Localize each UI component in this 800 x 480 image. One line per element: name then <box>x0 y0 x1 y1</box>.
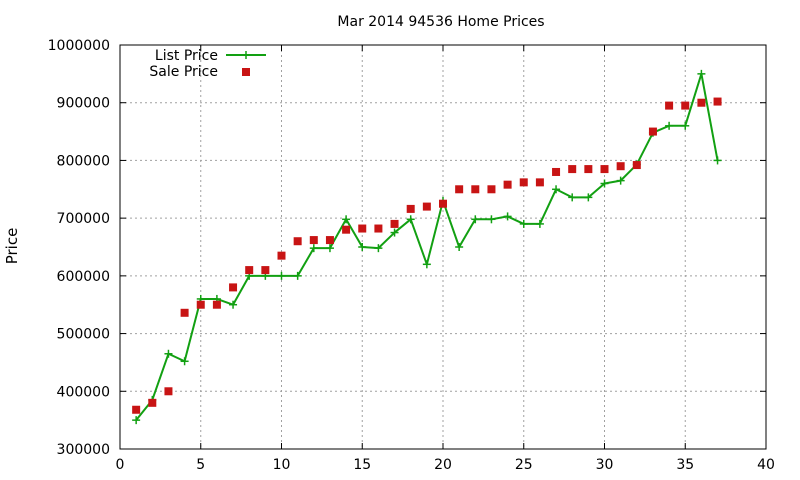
data-point <box>148 398 157 407</box>
data-point <box>277 271 286 280</box>
legend-label-sale-price: Sale Price <box>149 64 218 80</box>
y-tick-label: 900000 <box>57 96 110 112</box>
data-point <box>648 127 657 136</box>
data-point <box>552 185 561 194</box>
data-point <box>245 266 254 275</box>
series-list-price <box>132 69 722 425</box>
data-point <box>697 69 706 78</box>
data-point <box>697 98 706 107</box>
data-point <box>196 300 205 309</box>
data-point <box>681 101 690 110</box>
x-tick-label: 0 <box>116 457 125 473</box>
data-point <box>164 349 173 358</box>
data-point <box>665 101 674 110</box>
y-tick-label: 300000 <box>57 442 110 458</box>
data-point <box>439 199 447 208</box>
data-point <box>487 185 496 194</box>
legend-label-list-price: List Price <box>155 48 218 64</box>
data-point <box>132 416 141 425</box>
data-point <box>584 193 593 202</box>
data-point <box>535 219 544 228</box>
data-point <box>455 185 464 194</box>
data-point <box>342 215 351 224</box>
data-point <box>422 260 431 269</box>
axes: 0 5 10 15 20 25 30 35 40 300000 400000 500000 600000… <box>48 38 775 473</box>
chart-title: Mar 2014 94536 Home Prices <box>337 14 544 30</box>
x-tick-label: 30 <box>596 457 614 473</box>
data-point <box>568 165 577 174</box>
x-tick-label: 15 <box>353 457 371 473</box>
data-point <box>180 308 189 317</box>
x-tick-label: 20 <box>434 457 452 473</box>
data-point <box>212 300 221 309</box>
legend: List Price Sale Price <box>149 48 266 80</box>
data-point <box>374 224 383 233</box>
series-line-list-price <box>135 72 719 421</box>
data-point <box>229 300 238 309</box>
legend-marker-list-price <box>242 51 250 59</box>
data-point <box>713 97 722 106</box>
legend-sample-list-price <box>226 51 266 59</box>
data-point <box>471 185 480 194</box>
data-point <box>471 215 480 224</box>
data-point <box>358 224 367 233</box>
x-tick-label: 35 <box>676 457 694 473</box>
data-point <box>229 283 238 292</box>
data-point <box>261 266 270 275</box>
data-point <box>164 387 173 396</box>
data-point <box>422 202 431 211</box>
y-axis-label: Price <box>3 228 21 265</box>
data-point <box>681 121 690 130</box>
data-point <box>632 161 641 170</box>
x-tick-label: 10 <box>273 457 291 473</box>
x-tick-label: 25 <box>515 457 533 473</box>
y-tick-label: 600000 <box>57 269 110 285</box>
x-tick-label: 5 <box>196 457 205 473</box>
data-point <box>390 228 399 237</box>
grid <box>120 45 766 449</box>
data-point <box>358 243 367 251</box>
data-point <box>132 405 141 414</box>
data-point <box>584 165 593 174</box>
legend-marker-sale-price <box>242 68 250 76</box>
data-point <box>406 215 415 224</box>
data-point <box>309 236 318 245</box>
data-point <box>180 357 189 366</box>
data-point <box>374 244 383 253</box>
data-point <box>600 179 609 188</box>
data-point <box>325 244 334 253</box>
data-point <box>325 236 334 245</box>
data-point <box>665 121 674 130</box>
data-point <box>342 225 351 234</box>
data-point <box>616 176 625 185</box>
data-point <box>487 215 496 224</box>
data-point <box>568 193 577 202</box>
y-tick-label: 800000 <box>57 153 110 169</box>
data-point <box>390 219 399 228</box>
x-tick-label: 40 <box>757 457 775 473</box>
data-point <box>455 243 464 251</box>
data-point <box>616 162 625 171</box>
data-point <box>519 178 528 187</box>
data-point <box>293 237 302 246</box>
data-point <box>552 167 561 176</box>
data-point <box>503 180 512 189</box>
y-tick-label: 500000 <box>57 327 110 343</box>
data-point <box>406 204 415 213</box>
y-tick-label: 1000000 <box>48 38 110 54</box>
data-point <box>309 244 318 253</box>
data-point <box>503 212 512 221</box>
data-point <box>600 165 609 174</box>
data-point <box>713 156 722 165</box>
data-point <box>277 251 286 260</box>
data-point <box>293 271 302 280</box>
y-tick-label: 400000 <box>57 384 110 400</box>
data-point <box>535 178 544 187</box>
data-point <box>519 219 528 228</box>
plot-area <box>132 69 722 425</box>
series-sale-price <box>132 97 722 414</box>
y-tick-label: 700000 <box>57 211 110 227</box>
